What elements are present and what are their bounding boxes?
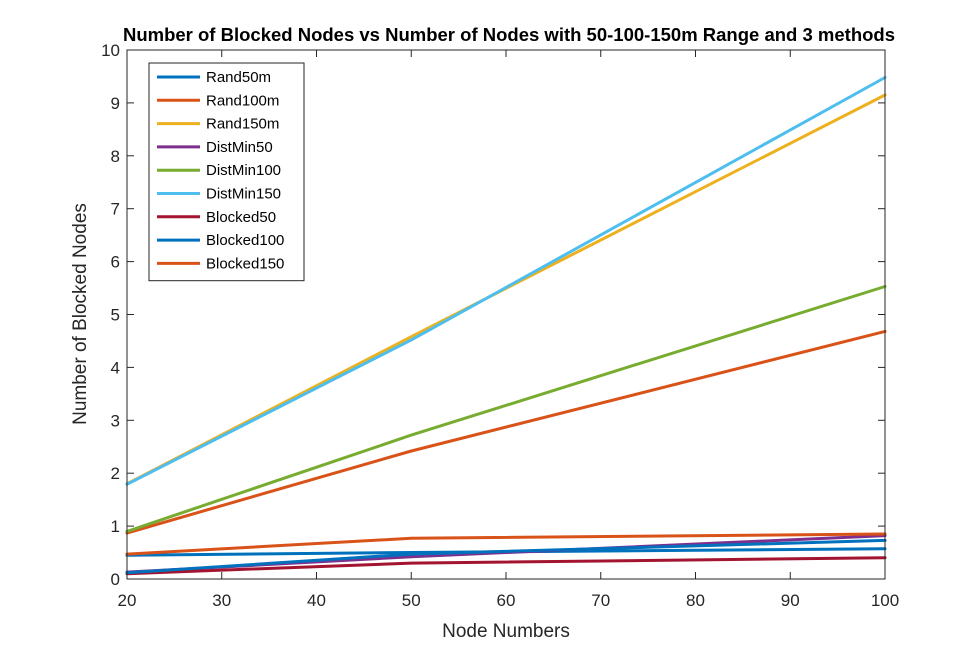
x-tick-label: 60 — [497, 591, 516, 610]
y-tick-label: 6 — [111, 253, 120, 272]
legend-label-rand50m: Rand50m — [206, 69, 271, 86]
legend-label-distmin50: DistMin50 — [206, 139, 273, 156]
x-axis-label: Node Numbers — [442, 621, 570, 642]
y-tick-label: 9 — [111, 94, 120, 113]
legend-label-rand100m: Rand100m — [206, 92, 279, 109]
legend: Rand50m Rand100m Rand150m DistMin50 DistMin1… — [148, 62, 305, 282]
x-tick-label: 80 — [686, 591, 705, 610]
series-line-blocked100 — [125, 538, 887, 575]
y-tick-label: 5 — [111, 306, 120, 325]
y-axis-label: Number of Blocked Nodes — [70, 203, 91, 425]
series-line-distmin100 — [125, 285, 887, 533]
plot-border — [126, 49, 886, 580]
series-line-distmin150 — [125, 76, 887, 486]
tick-labels: 20 30 40 50 60 70 80 90 100 0 1 2 3 4 5 6 7 8 9 10 — [101, 41, 899, 610]
y-tick-label: 1 — [111, 517, 120, 536]
y-tick-label: 4 — [111, 358, 120, 377]
series-line-rand50m — [125, 547, 887, 557]
y-tick-label: 8 — [111, 147, 120, 166]
y-tick-label: 7 — [111, 200, 120, 219]
y-tick-label: 2 — [111, 464, 120, 483]
legend-label-distmin150: DistMin150 — [206, 186, 281, 203]
x-tick-label: 40 — [307, 591, 326, 610]
legend-label-blocked50: Blocked50 — [206, 209, 276, 226]
x-tick-label: 90 — [781, 591, 800, 610]
series-line-blocked50 — [125, 556, 887, 576]
series-lines — [125, 76, 887, 576]
y-tick-label: 3 — [111, 411, 120, 430]
x-tick-label: 100 — [871, 591, 899, 610]
legend-label-distmin100: DistMin100 — [206, 162, 281, 179]
series-line-blocked150 — [125, 532, 887, 556]
series-line-rand100m — [125, 329, 887, 535]
legend-label-rand150m: Rand150m — [206, 116, 279, 133]
legend-label-blocked150: Blocked150 — [206, 255, 284, 272]
x-tick-label: 50 — [402, 591, 421, 610]
x-tick-label: 30 — [212, 591, 231, 610]
legend-label-blocked100: Blocked100 — [206, 232, 284, 249]
chart-title: Number of Blocked Nodes vs Number of Nod… — [123, 24, 895, 45]
x-tick-label: 20 — [118, 591, 137, 610]
x-tick-label: 70 — [591, 591, 610, 610]
y-tick-label: 10 — [101, 41, 120, 60]
y-tick-label: 0 — [111, 570, 120, 589]
